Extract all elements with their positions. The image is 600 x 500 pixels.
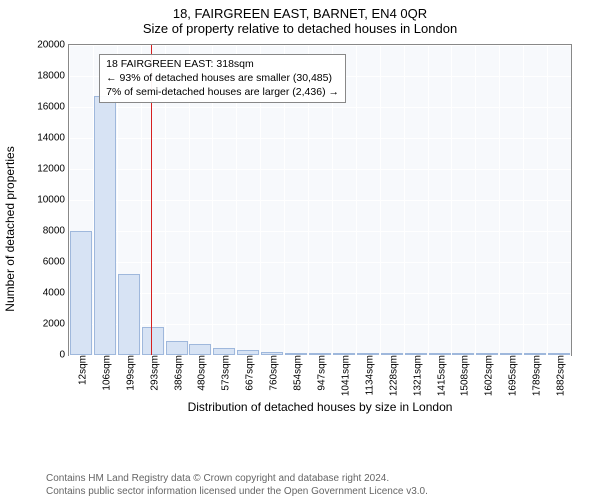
x-tick-label: 480sqm	[193, 355, 208, 391]
histogram-bar	[237, 350, 259, 355]
histogram-bar	[94, 96, 116, 355]
annotation-line: ← 93% of detached houses are smaller (30…	[106, 72, 339, 86]
x-tick-label: 1041sqm	[336, 355, 351, 396]
y-tick-label: 8000	[43, 226, 69, 237]
histogram-bar	[500, 353, 522, 355]
x-tick-label: 667sqm	[241, 355, 256, 391]
gridline-h	[69, 138, 571, 139]
histogram-bar	[333, 353, 355, 355]
gridline-v	[428, 45, 429, 355]
gridline-h	[69, 107, 571, 108]
title-line-1: 18, FAIRGREEN EAST, BARNET, EN4 0QR	[0, 0, 600, 21]
histogram-bar	[524, 353, 546, 355]
histogram-bar	[285, 353, 307, 355]
y-tick-label: 2000	[43, 319, 69, 330]
gridline-h	[69, 231, 571, 232]
gridline-v	[499, 45, 500, 355]
gridline-v	[475, 45, 476, 355]
histogram-bar	[261, 352, 283, 355]
footer-line-1: Contains HM Land Registry data © Crown c…	[46, 473, 600, 486]
gridline-h	[69, 324, 571, 325]
footer-attribution: Contains HM Land Registry data © Crown c…	[0, 473, 600, 498]
gridline-v	[547, 45, 548, 355]
plot-area: 0200040006000800010000120001400016000180…	[68, 44, 572, 356]
x-tick-label: 1602sqm	[480, 355, 495, 396]
x-tick-label: 199sqm	[121, 355, 136, 391]
x-tick-label: 854sqm	[289, 355, 304, 391]
histogram-bar	[548, 353, 570, 355]
histogram-bar	[166, 341, 188, 355]
histogram-bar	[381, 353, 403, 355]
x-tick-label: 1508sqm	[456, 355, 471, 396]
gridline-h	[69, 293, 571, 294]
gridline-v	[523, 45, 524, 355]
x-tick-label: 947sqm	[313, 355, 328, 391]
x-tick-label: 293sqm	[145, 355, 160, 391]
histogram-bar	[213, 348, 235, 355]
gridline-h	[69, 200, 571, 201]
gridline-h	[69, 169, 571, 170]
histogram-bar	[70, 231, 92, 355]
histogram-bar	[189, 344, 211, 355]
x-tick-label: 760sqm	[265, 355, 280, 391]
title-line-2: Size of property relative to detached ho…	[0, 21, 600, 40]
histogram-bar	[357, 353, 379, 355]
x-tick-label: 1415sqm	[432, 355, 447, 396]
y-tick-label: 20000	[37, 40, 69, 51]
annotation-box: 18 FAIRGREEN EAST: 318sqm← 93% of detach…	[99, 54, 346, 103]
annotation-line: 7% of semi-detached houses are larger (2…	[106, 86, 339, 100]
chart-wrap: Number of detached properties 0200040006…	[28, 44, 580, 414]
y-tick-label: 0	[59, 350, 69, 361]
gridline-v	[404, 45, 405, 355]
x-tick-label: 386sqm	[169, 355, 184, 391]
y-tick-label: 12000	[37, 164, 69, 175]
x-tick-label: 1695sqm	[504, 355, 519, 396]
gridline-v	[380, 45, 381, 355]
gridline-v	[356, 45, 357, 355]
x-tick-label: 12sqm	[73, 355, 88, 385]
histogram-bar	[309, 353, 331, 355]
x-tick-label: 1228sqm	[384, 355, 399, 396]
histogram-bar	[476, 353, 498, 355]
histogram-bar	[429, 353, 451, 355]
y-tick-label: 10000	[37, 195, 69, 206]
gridline-h	[69, 45, 571, 46]
y-tick-label: 18000	[37, 71, 69, 82]
footer-line-2: Contains public sector information licen…	[46, 486, 600, 499]
histogram-bar	[405, 353, 427, 355]
chart-container: 18, FAIRGREEN EAST, BARNET, EN4 0QR Size…	[0, 0, 600, 500]
y-axis-label: Number of detached properties	[3, 146, 17, 311]
x-tick-label: 1134sqm	[360, 355, 375, 395]
gridline-v	[451, 45, 452, 355]
y-tick-label: 16000	[37, 102, 69, 113]
y-tick-label: 4000	[43, 288, 69, 299]
x-axis-label: Distribution of detached houses by size …	[68, 400, 572, 414]
y-tick-label: 6000	[43, 257, 69, 268]
x-tick-label: 1882sqm	[552, 355, 567, 396]
histogram-bar	[142, 327, 164, 355]
annotation-line: 18 FAIRGREEN EAST: 318sqm	[106, 58, 339, 72]
histogram-bar	[452, 353, 474, 355]
gridline-h	[69, 262, 571, 263]
histogram-bar	[118, 274, 140, 355]
x-tick-label: 573sqm	[217, 355, 232, 391]
y-tick-label: 14000	[37, 133, 69, 144]
x-tick-label: 1321sqm	[408, 355, 423, 396]
x-tick-label: 106sqm	[97, 355, 112, 391]
x-tick-label: 1789sqm	[528, 355, 543, 396]
